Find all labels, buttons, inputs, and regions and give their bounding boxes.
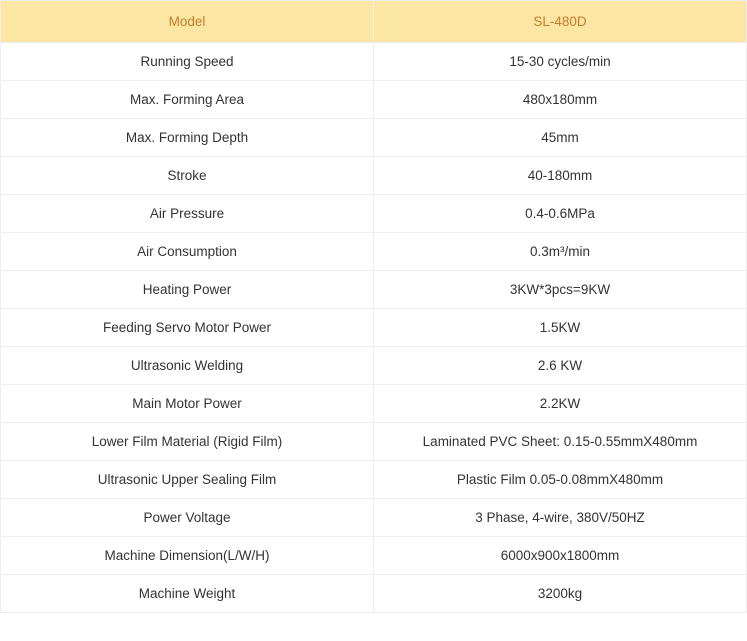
table-row: Stroke40-180mm xyxy=(1,157,747,195)
row-value: 3KW*3pcs=9KW xyxy=(374,271,747,309)
row-label: Machine Dimension(L/W/H) xyxy=(1,537,374,575)
table-row: Air Consumption0.3m³/min xyxy=(1,233,747,271)
row-value: 40-180mm xyxy=(374,157,747,195)
row-label: Air Consumption xyxy=(1,233,374,271)
table-row: Machine Weight3200kg xyxy=(1,575,747,613)
row-value: 2.2KW xyxy=(374,385,747,423)
table-row: Max. Forming Area480x180mm xyxy=(1,81,747,119)
table-row: Running Speed15-30 cycles/min xyxy=(1,43,747,81)
row-label: Main Motor Power xyxy=(1,385,374,423)
row-value: 0.4-0.6MPa xyxy=(374,195,747,233)
row-label: Ultrasonic Upper Sealing Film xyxy=(1,461,374,499)
row-label: Running Speed xyxy=(1,43,374,81)
row-label: Stroke xyxy=(1,157,374,195)
row-value: 3 Phase, 4-wire, 380V/50HZ xyxy=(374,499,747,537)
table-row: Ultrasonic Welding2.6 KW xyxy=(1,347,747,385)
row-label: Machine Weight xyxy=(1,575,374,613)
table-header-row: Model SL-480D xyxy=(1,1,747,43)
row-value: 2.6 KW xyxy=(374,347,747,385)
header-model: Model xyxy=(1,1,374,43)
row-label: Max. Forming Depth xyxy=(1,119,374,157)
row-value: 6000x900x1800mm xyxy=(374,537,747,575)
table-row: Power Voltage3 Phase, 4-wire, 380V/50HZ xyxy=(1,499,747,537)
table-row: Machine Dimension(L/W/H)6000x900x1800mm xyxy=(1,537,747,575)
spec-table: Model SL-480D Running Speed15-30 cycles/… xyxy=(0,0,747,613)
row-value: 15-30 cycles/min xyxy=(374,43,747,81)
row-value: 1.5KW xyxy=(374,309,747,347)
row-value: 45mm xyxy=(374,119,747,157)
row-label: Power Voltage xyxy=(1,499,374,537)
row-value: Laminated PVC Sheet: 0.15-0.55mmX480mm xyxy=(374,423,747,461)
table-row: Air Pressure0.4-0.6MPa xyxy=(1,195,747,233)
header-value: SL-480D xyxy=(374,1,747,43)
row-label: Ultrasonic Welding xyxy=(1,347,374,385)
row-label: Heating Power xyxy=(1,271,374,309)
table-row: Lower Film Material (Rigid Film)Laminate… xyxy=(1,423,747,461)
row-label: Feeding Servo Motor Power xyxy=(1,309,374,347)
row-value: 0.3m³/min xyxy=(374,233,747,271)
table-row: Main Motor Power2.2KW xyxy=(1,385,747,423)
table-row: Max. Forming Depth45mm xyxy=(1,119,747,157)
row-value: 480x180mm xyxy=(374,81,747,119)
row-label: Max. Forming Area xyxy=(1,81,374,119)
row-value: Plastic Film 0.05-0.08mmX480mm xyxy=(374,461,747,499)
row-label: Air Pressure xyxy=(1,195,374,233)
table-body: Running Speed15-30 cycles/minMax. Formin… xyxy=(1,43,747,613)
table-row: Heating Power3KW*3pcs=9KW xyxy=(1,271,747,309)
table-row: Ultrasonic Upper Sealing FilmPlastic Fil… xyxy=(1,461,747,499)
row-value: 3200kg xyxy=(374,575,747,613)
row-label: Lower Film Material (Rigid Film) xyxy=(1,423,374,461)
table-row: Feeding Servo Motor Power1.5KW xyxy=(1,309,747,347)
